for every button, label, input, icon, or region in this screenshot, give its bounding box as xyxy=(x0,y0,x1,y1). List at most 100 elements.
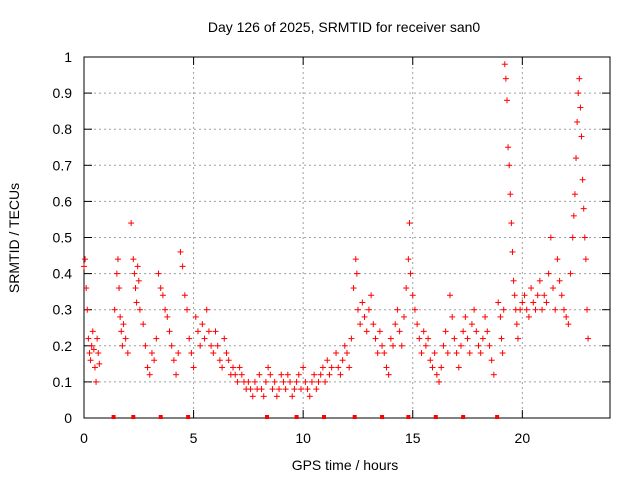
data-point xyxy=(521,292,528,299)
data-point xyxy=(528,285,535,292)
data-point xyxy=(372,335,379,342)
data-point xyxy=(574,118,581,125)
data-point xyxy=(534,292,541,299)
data-point xyxy=(536,277,543,284)
zero-marker xyxy=(265,415,270,419)
data-point xyxy=(517,306,524,313)
data-point xyxy=(490,371,497,378)
data-point xyxy=(576,75,583,82)
data-point xyxy=(245,378,252,385)
data-point xyxy=(223,350,230,357)
data-point xyxy=(444,350,451,357)
data-point xyxy=(297,386,304,393)
data-point xyxy=(333,350,340,357)
data-point xyxy=(221,335,228,342)
x-tick-label: 20 xyxy=(515,430,531,446)
data-point xyxy=(579,176,586,183)
data-point xyxy=(425,335,432,342)
data-point xyxy=(324,357,331,364)
data-point xyxy=(236,364,243,371)
data-point xyxy=(471,306,478,313)
data-point xyxy=(539,306,546,313)
data-point xyxy=(552,306,559,313)
zero-marker xyxy=(406,415,411,419)
data-point xyxy=(352,256,359,263)
data-point xyxy=(271,378,278,385)
data-point xyxy=(569,234,576,241)
data-point xyxy=(146,371,153,378)
data-point xyxy=(396,328,403,335)
data-point xyxy=(407,270,414,277)
data-point xyxy=(317,371,324,378)
data-point xyxy=(287,378,294,385)
data-point xyxy=(124,350,131,357)
data-point xyxy=(234,378,241,385)
data-point xyxy=(460,328,467,335)
data-point xyxy=(383,364,390,371)
data-point xyxy=(328,364,335,371)
data-point xyxy=(510,277,517,284)
data-point xyxy=(525,313,532,320)
data-point xyxy=(436,378,443,385)
data-point xyxy=(95,350,102,357)
data-point xyxy=(117,313,124,320)
grid xyxy=(84,57,610,418)
zero-marker xyxy=(186,415,191,419)
data-point xyxy=(414,321,421,328)
data-point xyxy=(179,263,186,270)
data-point xyxy=(151,357,158,364)
data-point xyxy=(118,328,125,335)
data-point xyxy=(197,342,204,349)
data-point xyxy=(194,328,201,335)
data-point xyxy=(184,306,191,313)
data-point xyxy=(406,220,413,227)
data-point xyxy=(111,306,118,313)
data-point xyxy=(192,313,199,320)
y-tick-label: 0.8 xyxy=(53,121,73,137)
data-point xyxy=(260,393,267,400)
data-point xyxy=(442,328,449,335)
axis-ticks xyxy=(83,56,610,419)
data-point xyxy=(315,378,322,385)
data-point xyxy=(249,393,256,400)
data-point xyxy=(269,386,276,393)
data-point xyxy=(411,306,418,313)
data-point xyxy=(230,364,237,371)
data-point xyxy=(365,306,372,313)
data-point xyxy=(405,256,412,263)
data-point xyxy=(300,364,307,371)
data-point xyxy=(543,299,550,306)
data-point xyxy=(341,342,348,349)
zero-marker xyxy=(495,415,500,419)
zero-markers xyxy=(111,415,500,419)
data-point xyxy=(370,321,377,328)
data-point xyxy=(164,313,171,320)
data-point xyxy=(293,378,300,385)
x-tick-label: 15 xyxy=(405,430,421,446)
data-point xyxy=(571,191,578,198)
data-point xyxy=(583,306,590,313)
data-point xyxy=(81,263,87,270)
data-point xyxy=(348,335,355,342)
data-point xyxy=(247,386,254,393)
data-point xyxy=(190,364,197,371)
data-point xyxy=(381,350,388,357)
data-point xyxy=(85,335,92,342)
data-point xyxy=(560,306,567,313)
data-point xyxy=(219,364,226,371)
data-point xyxy=(251,378,258,385)
data-point xyxy=(582,256,589,263)
data-point xyxy=(416,335,423,342)
zero-marker xyxy=(111,415,116,419)
data-point xyxy=(575,90,582,97)
data-point xyxy=(532,306,539,313)
data-point xyxy=(144,364,151,371)
data-point xyxy=(168,342,175,349)
data-point xyxy=(84,306,91,313)
data-point xyxy=(578,133,585,140)
data-point xyxy=(114,256,121,263)
data-point xyxy=(357,321,364,328)
data-point xyxy=(87,357,94,364)
data-point xyxy=(175,350,182,357)
data-point xyxy=(157,285,164,292)
